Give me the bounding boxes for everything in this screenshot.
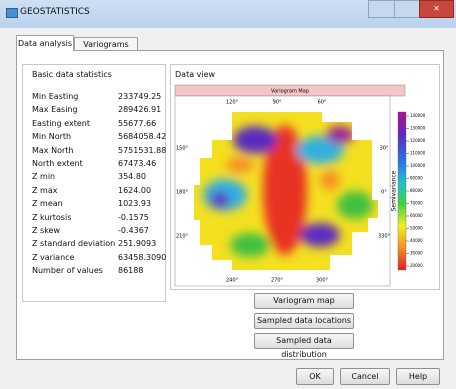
stat-label: Z standard deviation [32,239,116,249]
stat-value: -0.4367 [118,226,149,235]
stat-label: Z variance [32,252,75,262]
stat-label: North extent [32,159,83,168]
colorbar-tick-label: 60000 [410,213,423,218]
stat-label: Z skew [32,226,61,235]
angle-label: 150° [176,146,189,152]
colorbar-tick-label: 80000 [410,188,423,193]
stat-value: 86188 [118,266,144,276]
stat-value: 5751531.88 [118,145,167,155]
stat-label: Z kurtosis [32,212,72,222]
stat-value: 67473.46 [118,159,157,168]
stat-label: Number of values [32,266,103,276]
colorbar-tick-label: 70000 [410,201,423,206]
stat-label: Easting extent [32,118,90,128]
colorbar-tick-label: 120000 [410,138,426,143]
colorbar-tick-label: 20000 [410,263,423,268]
variogram-map [194,112,378,270]
group-title: Basic data statistics [32,70,112,79]
plot-title: Variogram Map [271,89,309,95]
colorbar-tick-label: 40000 [410,238,423,243]
angle-label: 210° [176,234,189,240]
colorbar-tick-label: 30000 [410,251,423,256]
data-view-group [170,64,440,290]
angle-label: 270° [271,278,284,284]
angle-label: 180° [176,190,189,196]
stat-label: Max North [32,145,74,155]
angle-label: 120° [226,100,239,106]
tab[interactable]: Variograms [74,37,138,51]
statistics-group [22,64,166,302]
stat-label: Min Easting [32,92,79,101]
colorbar-tick-label: 140000 [410,113,426,118]
angle-label: 90° [273,100,282,106]
colorbar-label: Semivariance [391,170,398,211]
angle-label: 60° [318,100,327,106]
window-title: GEOSTATISTICS [20,7,90,17]
colorbar-tick-label: 90000 [410,176,423,181]
button[interactable]: OK [296,368,334,385]
stat-value: 1624.00 [118,185,152,195]
colorbar-tick-label: 130000 [410,126,426,131]
angle-label: 30° [380,146,389,152]
colorbar [397,111,407,271]
stat-value: 233749.25 [118,92,162,101]
stat-label: Z max [32,185,58,195]
button[interactable]: Cancel [340,368,390,385]
stat-value: 1023.93 [118,199,152,209]
button[interactable]: Sampled data locations [254,313,354,329]
app-icon [6,8,18,18]
stat-value: 289426.91 [118,105,162,115]
angle-label: 300° [316,278,329,284]
stat-value: 354.80 [118,172,146,182]
button[interactable]: Help [396,368,440,385]
stat-label: Min North [32,132,72,142]
colorbar-tick-label: 100000 [410,163,426,168]
colorbar-tick-label: 50000 [410,226,423,231]
tab[interactable]: Data analysis [16,35,74,51]
stat-label: Z mean [32,199,63,209]
title-bar: GEOSTATISTICS ✕ [0,0,456,28]
button[interactable]: Sampled data distribution [254,333,354,359]
colorbar-tick-label: 110000 [410,151,426,156]
stat-value: 55677.66 [118,118,157,128]
stat-value: 5684058.42 [118,132,167,142]
group-title: Data view [175,70,216,79]
button[interactable]: Variogram map [254,293,354,309]
stat-label: Z min [32,172,56,182]
close-button[interactable]: ✕ [419,0,454,18]
angle-label: 0° [381,190,387,196]
stat-label: Max Easing [32,105,78,115]
stat-value: 251.9093 [118,239,157,249]
angle-label: 240° [226,278,239,284]
angle-label: 330° [378,234,391,240]
stat-value: 63458.3090 [118,252,167,262]
stat-value: -0.1575 [118,212,149,222]
